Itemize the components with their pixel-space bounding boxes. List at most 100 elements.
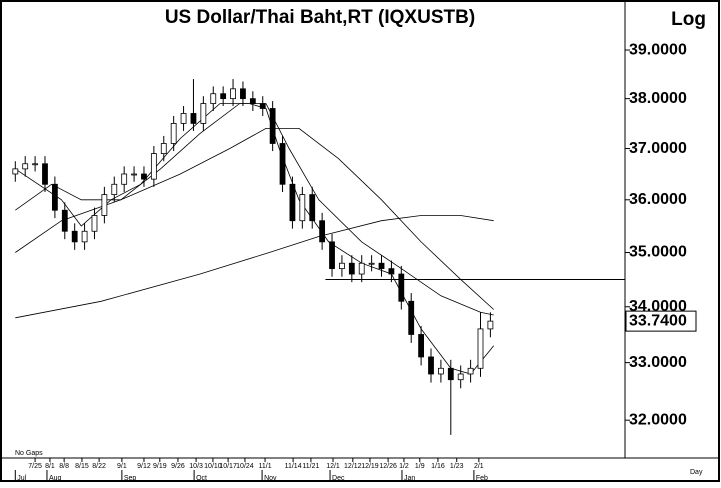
month-label: Dec — [332, 475, 345, 482]
candle-body — [210, 93, 217, 104]
last-value-label: 33.7400 — [629, 312, 687, 329]
candle-body — [428, 356, 434, 375]
month-label: Sep — [124, 475, 137, 482]
x-tick-label: 10/10 — [204, 463, 222, 470]
month-label: Jan — [404, 475, 415, 482]
x-tick-label: 12/1 — [326, 463, 340, 470]
candle-body — [141, 173, 147, 180]
candle-body — [368, 262, 375, 265]
candle-body — [249, 98, 256, 104]
x-tick-label: 8/1 — [45, 463, 55, 470]
x-tick-label: 2/1 — [474, 463, 484, 470]
month-label: Feb — [476, 475, 488, 482]
candle-body — [269, 108, 276, 144]
candle-body — [160, 143, 167, 155]
x-tick-label: 1/16 — [431, 463, 445, 470]
scale-label: Log — [671, 9, 706, 30]
candle-body — [150, 153, 157, 180]
candle-body — [131, 173, 137, 176]
x-tick-label: 1/23 — [450, 463, 464, 470]
candle-body — [51, 183, 58, 211]
candle-body — [299, 194, 306, 222]
candle-body — [230, 88, 236, 100]
average-line — [15, 103, 494, 316]
month-label: Aug — [49, 475, 62, 482]
candle-body — [32, 163, 38, 166]
candle-body — [111, 183, 118, 196]
candle-body — [81, 230, 88, 243]
x-tick-label: 11/21 — [302, 463, 319, 470]
x-tick-label: 10/24 — [236, 463, 254, 470]
x-tick-label: 12/19 — [361, 463, 379, 470]
candle-body — [447, 367, 454, 381]
average-line — [15, 215, 494, 319]
x-tick-label: 12/26 — [379, 463, 397, 470]
x-tick-label: 11/14 — [285, 463, 302, 470]
candle-body — [339, 262, 345, 270]
x-tick-label: 9/26 — [171, 463, 185, 470]
candle-body — [12, 168, 19, 175]
y-tick-label: 33.0000 — [629, 354, 687, 371]
candle-body — [180, 113, 187, 124]
month-label: Oct — [196, 475, 207, 482]
y-tick-label: 39.0000 — [629, 41, 687, 58]
x-tick-label: 8/8 — [59, 463, 69, 470]
candle-body — [279, 143, 286, 185]
gap-note: No Gaps — [15, 450, 43, 457]
candle-body — [190, 113, 197, 124]
y-tick-label: 38.0000 — [629, 90, 687, 107]
candle-body — [378, 262, 385, 270]
average-line — [15, 128, 494, 310]
candle-body — [289, 183, 296, 222]
x-tick-label: 10/3 — [189, 463, 203, 470]
candle-body — [61, 209, 68, 232]
candle-body — [91, 215, 98, 232]
x-tick-label: 9/19 — [153, 463, 167, 470]
candle-body — [348, 262, 355, 275]
x-tick-label: 7/25 — [28, 463, 42, 470]
candle-body — [101, 194, 108, 216]
x-tick-label: 10/17 — [219, 463, 237, 470]
candle-body — [220, 93, 227, 100]
x-tick-label: 1/2 — [399, 463, 409, 470]
candle-body — [418, 334, 425, 358]
candle-body — [477, 328, 484, 369]
period-label: Day — [690, 469, 703, 476]
chart-title: US Dollar/Thai Baht,RT (IQXUSTB) — [165, 7, 475, 28]
candle-body — [457, 373, 464, 381]
candle-body — [71, 230, 78, 243]
y-tick-label: 37.0000 — [629, 140, 687, 157]
candle-body — [42, 163, 48, 185]
y-tick-label: 36.0000 — [629, 191, 687, 208]
candle-body — [398, 273, 405, 302]
candle-body — [121, 173, 128, 185]
candle-body — [358, 262, 365, 275]
x-tick-label: 1/9 — [415, 463, 425, 470]
candle-body — [319, 220, 326, 243]
x-tick-label: 11/1 — [258, 463, 271, 470]
month-label: Nov — [264, 475, 277, 482]
x-tick-label: 9/1 — [117, 463, 127, 470]
candle-body — [22, 163, 29, 170]
y-tick-label: 35.0000 — [629, 244, 687, 261]
candle-body — [438, 367, 444, 375]
candle-body — [309, 194, 316, 222]
candle-body — [259, 103, 266, 109]
candle-body — [487, 320, 494, 330]
candle-body — [200, 103, 207, 124]
candle-body — [467, 367, 474, 375]
x-tick-label: 8/22 — [92, 463, 106, 470]
last-value-box — [625, 310, 697, 332]
candle-body — [408, 300, 415, 335]
candle-body — [240, 88, 246, 100]
candle-body — [329, 241, 335, 270]
y-tick-label: 32.0000 — [629, 411, 687, 428]
candle-body — [170, 123, 177, 144]
x-tick-label: 8/15 — [75, 463, 89, 470]
month-label: Jul — [17, 475, 26, 482]
x-tick-label: 9/12 — [137, 463, 151, 470]
candle-body — [388, 268, 395, 275]
